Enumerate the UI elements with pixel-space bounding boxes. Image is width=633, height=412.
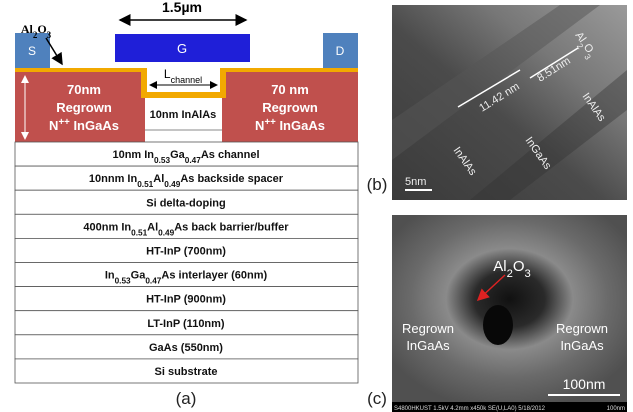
text-part: Ga xyxy=(170,149,186,161)
text-part: Al xyxy=(493,258,506,275)
subscript: 0.47 xyxy=(185,156,201,165)
panel-label: (c) xyxy=(367,389,387,408)
panel-label: (a) xyxy=(176,389,197,408)
superscript: ++ xyxy=(58,117,70,128)
layer-label: HT-InP (900nm) xyxy=(146,294,226,306)
text-part: N xyxy=(49,118,58,133)
gate-width: 1.5µm xyxy=(162,0,202,15)
sem-void xyxy=(483,305,513,345)
sem-image xyxy=(392,215,627,402)
region-label: InGaAs xyxy=(406,338,450,353)
gate-label: G xyxy=(177,41,187,56)
info-text: S4800HKUST 1.5kV 4.2mm x450k SE(U,LA0) 5… xyxy=(394,406,546,412)
panel-a: 1.5µm Al2O3 S G D Lchannel 70nm Regrown … xyxy=(15,0,358,408)
region-label: Regrown xyxy=(402,321,454,336)
text-part: In xyxy=(105,270,115,282)
regrown-thickness: 70 nm xyxy=(271,82,309,97)
subscript: 0.53 xyxy=(115,276,131,285)
text-part: O xyxy=(37,22,46,36)
text-part: 10nm In xyxy=(112,149,154,161)
source-label: S xyxy=(28,44,36,58)
text-part: InGaAs xyxy=(276,118,325,133)
layer-label: LT-InP (110nm) xyxy=(147,318,225,330)
text-part: As backside spacer xyxy=(180,173,283,185)
text-part: N xyxy=(255,118,264,133)
info-scale: 100nm xyxy=(607,406,625,412)
text-part: As back barrier/buffer xyxy=(174,221,289,233)
regrown-text: Regrown xyxy=(262,100,318,115)
layer-label: GaAs (550nm) xyxy=(149,342,223,354)
regrown-text: Regrown xyxy=(56,100,112,115)
subscript: 0.47 xyxy=(145,276,161,285)
superscript: ++ xyxy=(264,117,276,128)
panel-c: Al2O3 Regrown InGaAs Regrown InGaAs 100n… xyxy=(367,215,627,412)
text-part: O xyxy=(513,258,525,275)
subscript: channel xyxy=(171,75,203,85)
region-label: Regrown xyxy=(556,321,608,336)
layer-label: HT-InP (700nm) xyxy=(146,245,226,257)
subscript: 0.51 xyxy=(137,180,153,189)
subscript: 0.49 xyxy=(164,180,180,189)
region-label: InGaAs xyxy=(560,338,604,353)
subscript: 0.49 xyxy=(158,228,174,237)
subscript: 3 xyxy=(47,30,52,40)
panel-label: (b) xyxy=(367,175,388,194)
regrown-thickness: 70nm xyxy=(67,82,101,97)
layer-label: Si delta-doping xyxy=(146,197,225,209)
text-part: 10nnm In xyxy=(89,173,138,185)
scale-label: 100nm xyxy=(563,376,606,392)
text-part: As channel xyxy=(201,149,260,161)
scale-label: 5nm xyxy=(405,176,426,188)
text-part: InGaAs xyxy=(70,118,119,133)
figure: 1.5µm Al2O3 S G D Lchannel 70nm Regrown … xyxy=(0,0,633,412)
barrier-label: 10nm InAlAs xyxy=(150,109,217,121)
subscript: 0.53 xyxy=(154,156,170,165)
text-part: Al xyxy=(153,173,164,185)
subscript: 3 xyxy=(525,268,531,280)
text-part: Al xyxy=(21,22,34,36)
text-part: 400nm In xyxy=(83,221,131,233)
text-part: Ga xyxy=(131,270,147,282)
panel-b: Al2O3 11.42 nm 8.51nm InAlAs InGaAs InAl… xyxy=(367,5,627,200)
subscript: 0.51 xyxy=(131,228,147,237)
drain-label: D xyxy=(336,44,345,58)
layer-label: Si substrate xyxy=(155,366,218,378)
text-part: Al xyxy=(147,221,158,233)
text-part: As interlayer (60nm) xyxy=(161,270,267,282)
